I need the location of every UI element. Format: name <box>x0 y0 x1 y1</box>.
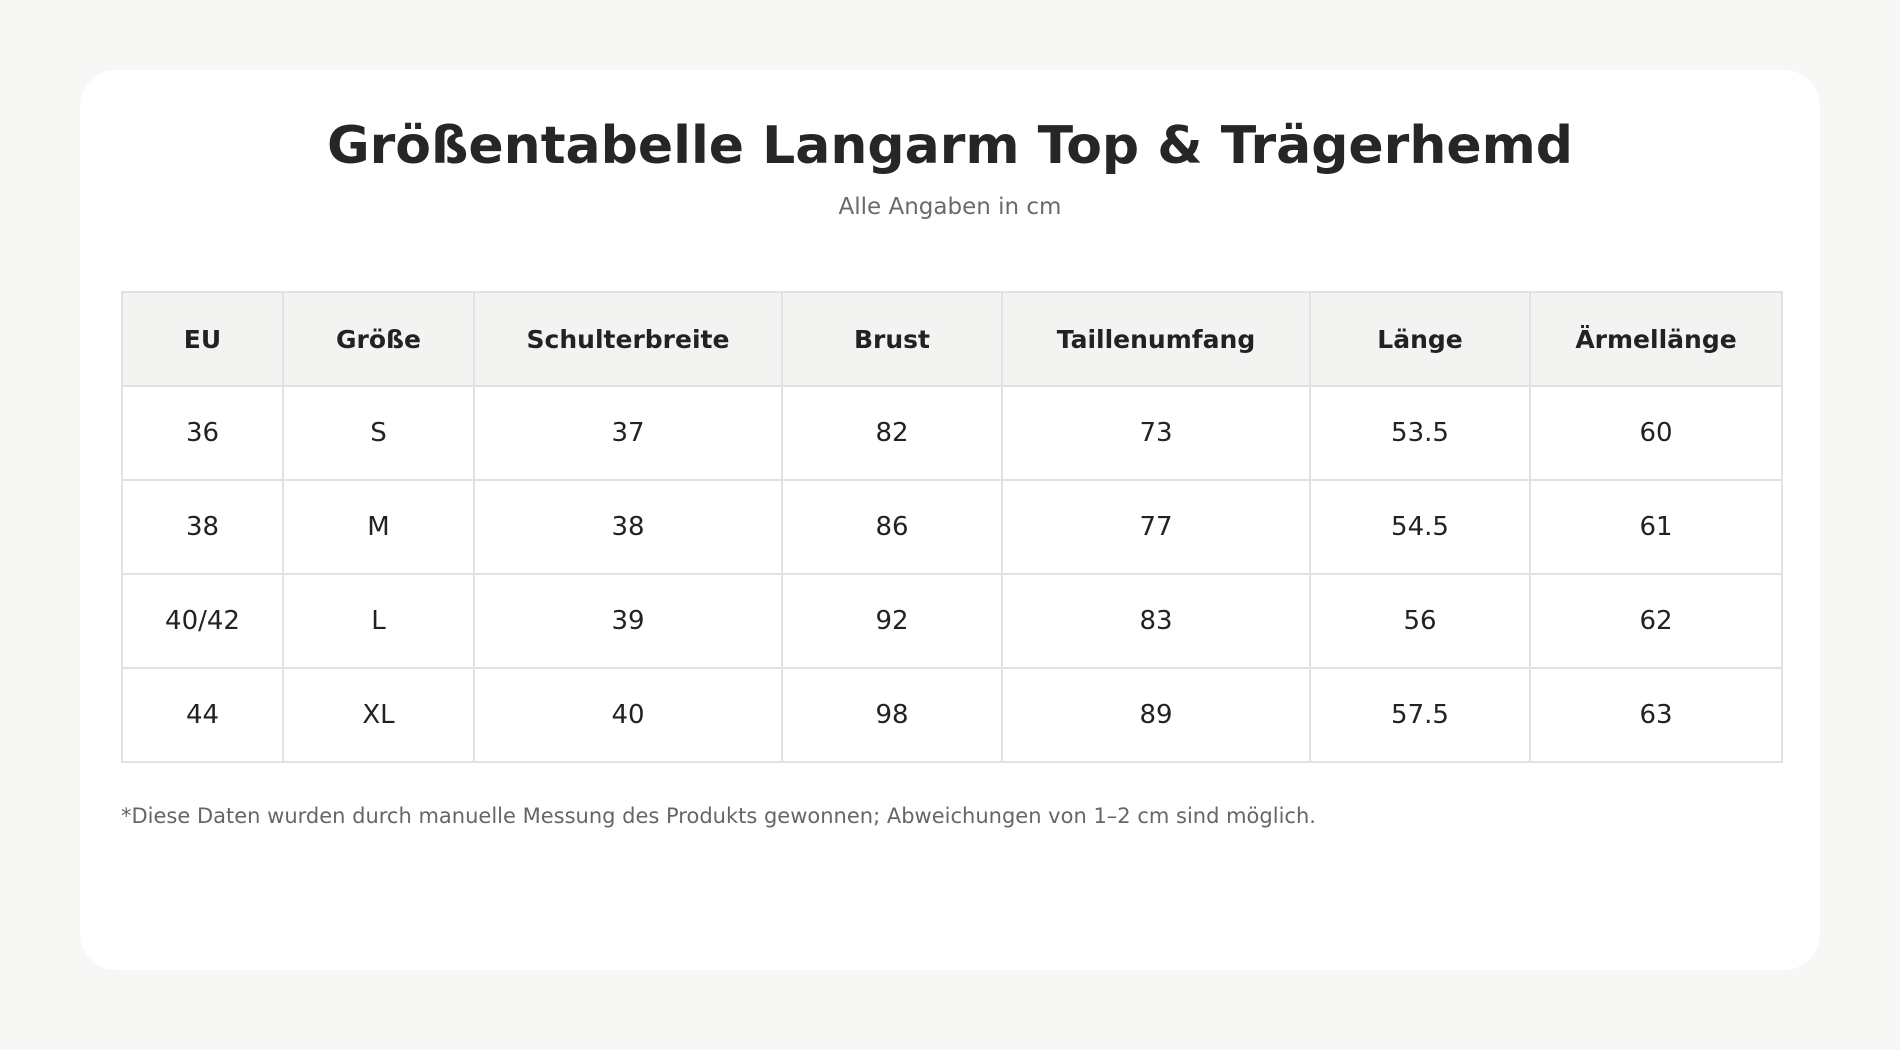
table-cell: 89 <box>1001 667 1311 763</box>
table-cell: 37 <box>473 385 783 481</box>
table-cell: S <box>282 385 475 481</box>
column-header: Brust <box>781 291 1003 387</box>
table-cell: 98 <box>781 667 1003 763</box>
table-row: 40/42 L 39 92 83 56 62 <box>121 573 1783 669</box>
table-cell: 44 <box>121 667 284 763</box>
table-cell: 38 <box>473 479 783 575</box>
table-cell: 36 <box>121 385 284 481</box>
table-cell: 82 <box>781 385 1003 481</box>
table-cell: 54.5 <box>1309 479 1531 575</box>
table-cell: 73 <box>1001 385 1311 481</box>
column-header: Länge <box>1309 291 1531 387</box>
table-cell: 77 <box>1001 479 1311 575</box>
header-row: EU Größe Schulterbreite Brust Taillenumfang L… <box>121 291 1783 387</box>
table-row: 44 XL 40 98 89 57.5 63 <box>121 667 1783 763</box>
subtitle: Alle Angaben in cm <box>838 194 1062 220</box>
table-cell: 92 <box>781 573 1003 669</box>
table-cell: 40 <box>473 667 783 763</box>
column-header: EU <box>121 291 284 387</box>
table-row: 38 M 38 86 77 54.5 61 <box>121 479 1783 575</box>
table-cell: XL <box>282 667 475 763</box>
table-cell: 61 <box>1529 479 1783 575</box>
column-header: Schulterbreite <box>473 291 783 387</box>
table-cell: 53.5 <box>1309 385 1531 481</box>
table-cell: L <box>282 573 475 669</box>
table-cell: M <box>282 479 475 575</box>
table-cell: 56 <box>1309 573 1531 669</box>
size-table: EU Größe Schulterbreite Brust Taillenumfang L… <box>121 291 1783 763</box>
table-cell: 83 <box>1001 573 1311 669</box>
table-cell: 57.5 <box>1309 667 1531 763</box>
column-header: Taillenumfang <box>1001 291 1311 387</box>
table-cell: 63 <box>1529 667 1783 763</box>
table-cell: 39 <box>473 573 783 669</box>
table-cell: 38 <box>121 479 284 575</box>
table-cell: 62 <box>1529 573 1783 669</box>
column-header: Größe <box>282 291 475 387</box>
table-cell: 40/42 <box>121 573 284 669</box>
table-row: 36 S 37 82 73 53.5 60 <box>121 385 1783 481</box>
title: Größentabelle Langarm Top & Trägerhemd <box>326 116 1574 176</box>
table-cell: 86 <box>781 479 1003 575</box>
footnote: *Diese Daten wurden durch manuelle Messu… <box>121 804 1316 828</box>
column-header: Ärmellänge <box>1529 291 1783 387</box>
table-cell: 60 <box>1529 385 1783 481</box>
